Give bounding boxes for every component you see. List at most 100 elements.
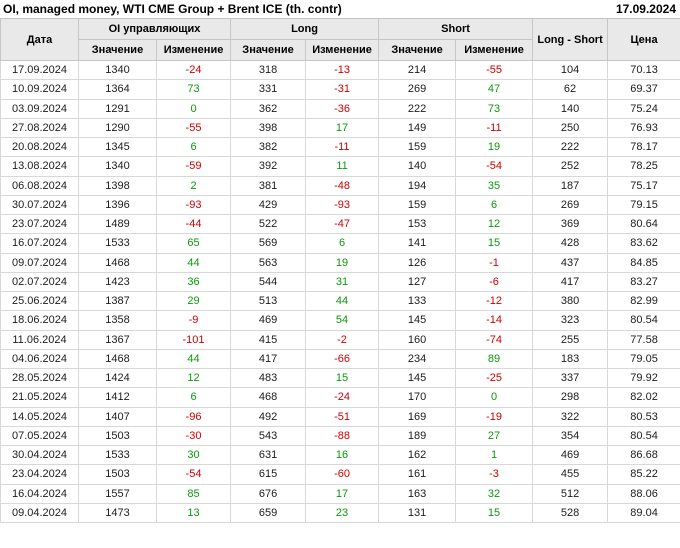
cell-oi: 1398 [78, 175, 157, 196]
header-short-value: Значение [378, 39, 457, 61]
table-row: 27.08.2024 1290 -55 398 17 149 -11 250 76.93 [0, 117, 680, 139]
table-row: 18.06.2024 1358 -9 469 54 145 -14 323 80.54 [0, 310, 680, 331]
cell-long-change: -13 [305, 59, 380, 81]
cell-oi: 1424 [78, 367, 157, 389]
cell-long-short: 437 [532, 252, 609, 273]
cell-date: 18.06.2024 [0, 310, 79, 331]
cell-date: 23.04.2024 [0, 464, 79, 485]
table-row: 23.04.2024 1503 -54 615 -60 161 -3 455 85.22 [0, 464, 680, 485]
cell-long: 381 [230, 175, 307, 196]
cell-price: 80.64 [607, 213, 680, 235]
cell-price: 77.58 [607, 329, 680, 350]
cell-oi: 1503 [78, 464, 157, 485]
cell-long-change: 44 [305, 290, 380, 312]
cell-long-change: 31 [305, 271, 380, 293]
table-row: 02.07.2024 1423 36 544 31 127 -6 417 83.27 [0, 271, 680, 293]
cell-short-change: 1 [455, 444, 534, 466]
cell-short-change: 89 [455, 348, 534, 370]
cell-short: 214 [378, 59, 457, 81]
cell-long-short: 417 [532, 271, 609, 293]
cell-short: 131 [378, 502, 457, 524]
cell-oi: 1340 [78, 156, 157, 177]
header-long-value: Значение [230, 39, 307, 61]
cell-price: 82.99 [607, 290, 680, 312]
cell-short-change: 15 [455, 233, 534, 254]
cell-long-short: 298 [532, 387, 609, 408]
cell-price: 80.53 [607, 406, 680, 427]
cell-long-change: 23 [305, 502, 380, 524]
cell-long: 468 [230, 387, 307, 408]
cell-oi-change: 0 [155, 98, 232, 119]
cell-short-change: 0 [455, 387, 534, 408]
cell-oi: 1468 [78, 252, 157, 273]
cell-long-short: 183 [532, 348, 609, 370]
cell-long-change: -31 [305, 79, 380, 100]
cell-long-short: 62 [532, 79, 609, 100]
cell-oi-change: -24 [155, 59, 232, 81]
cell-short: 222 [378, 98, 457, 119]
header-group-short: Short [378, 18, 534, 40]
cell-price: 82.02 [607, 387, 680, 408]
header-row-subcolumns: Значение Изменение Значение Изменение Зн… [1, 39, 680, 61]
cell-long-change: 54 [305, 310, 380, 331]
cell-long-short: 255 [532, 329, 609, 350]
cell-long: 492 [230, 406, 307, 427]
cell-short-change: 27 [455, 425, 534, 447]
page-title: OI, managed money, WTI CME Group + Brent… [3, 2, 342, 16]
table-header: Дата OI управляющих Long Short Long - Sh… [0, 18, 680, 61]
table-body: 17.09.2024 1340 -24 318 -13 214 -55 104 70.13 10.… [0, 59, 680, 524]
table-row: 09.07.2024 1468 44 563 19 126 -1 437 84.85 [0, 252, 680, 273]
cell-oi-change: 6 [155, 136, 232, 158]
cell-short: 126 [378, 252, 457, 273]
cell-short: 140 [378, 156, 457, 177]
cell-short: 163 [378, 483, 457, 504]
cell-date: 04.06.2024 [0, 348, 79, 370]
cell-long-short: 380 [532, 290, 609, 312]
cell-long: 659 [230, 502, 307, 524]
cell-date: 30.07.2024 [0, 194, 79, 216]
cell-short-change: 35 [455, 175, 534, 196]
cell-short: 145 [378, 310, 457, 331]
cell-short: 162 [378, 444, 457, 466]
cell-oi: 1473 [78, 502, 157, 524]
cell-price: 79.92 [607, 367, 680, 389]
cell-long-change: 16 [305, 444, 380, 466]
cell-short-change: -6 [455, 271, 534, 293]
cell-oi-change: 73 [155, 79, 232, 100]
cell-date: 09.07.2024 [0, 252, 79, 273]
cell-oi-change: -59 [155, 156, 232, 177]
cell-long: 469 [230, 310, 307, 331]
oi-data-table: Дата OI управляющих Long Short Long - Sh… [0, 18, 680, 524]
cell-date: 21.05.2024 [0, 387, 79, 408]
header-long-change: Изменение [305, 39, 380, 61]
cell-oi-change: -9 [155, 310, 232, 331]
cell-oi-change: 13 [155, 502, 232, 524]
cell-short: 234 [378, 348, 457, 370]
cell-date: 30.04.2024 [0, 444, 79, 466]
cell-date: 27.08.2024 [0, 117, 79, 139]
header-date: Дата [0, 18, 79, 61]
title-bar: OI, managed money, WTI CME Group + Brent… [0, 0, 680, 18]
cell-oi-change: -55 [155, 117, 232, 139]
cell-long: 615 [230, 464, 307, 485]
cell-oi: 1533 [78, 233, 157, 254]
cell-long-change: 17 [305, 483, 380, 504]
header-row-groups: Дата OI управляющих Long Short Long - Sh… [0, 18, 680, 61]
table-row: 17.09.2024 1340 -24 318 -13 214 -55 104 70.13 [0, 59, 680, 81]
header-oi-change: Изменение [155, 39, 232, 61]
cell-short-change: 6 [455, 194, 534, 216]
table-row: 21.05.2024 1412 6 468 -24 170 0 298 82.02 [0, 387, 680, 408]
cell-date: 09.04.2024 [0, 502, 79, 524]
cell-oi: 1407 [78, 406, 157, 427]
cell-long-short: 269 [532, 194, 609, 216]
cell-long: 429 [230, 194, 307, 216]
cell-short-change: 15 [455, 502, 534, 524]
cell-long-change: -51 [305, 406, 380, 427]
cell-price: 76.93 [607, 117, 680, 139]
cell-oi: 1358 [78, 310, 157, 331]
cell-oi: 1412 [78, 387, 157, 408]
cell-oi: 1340 [78, 59, 157, 81]
cell-date: 20.08.2024 [0, 136, 79, 158]
cell-long: 415 [230, 329, 307, 350]
